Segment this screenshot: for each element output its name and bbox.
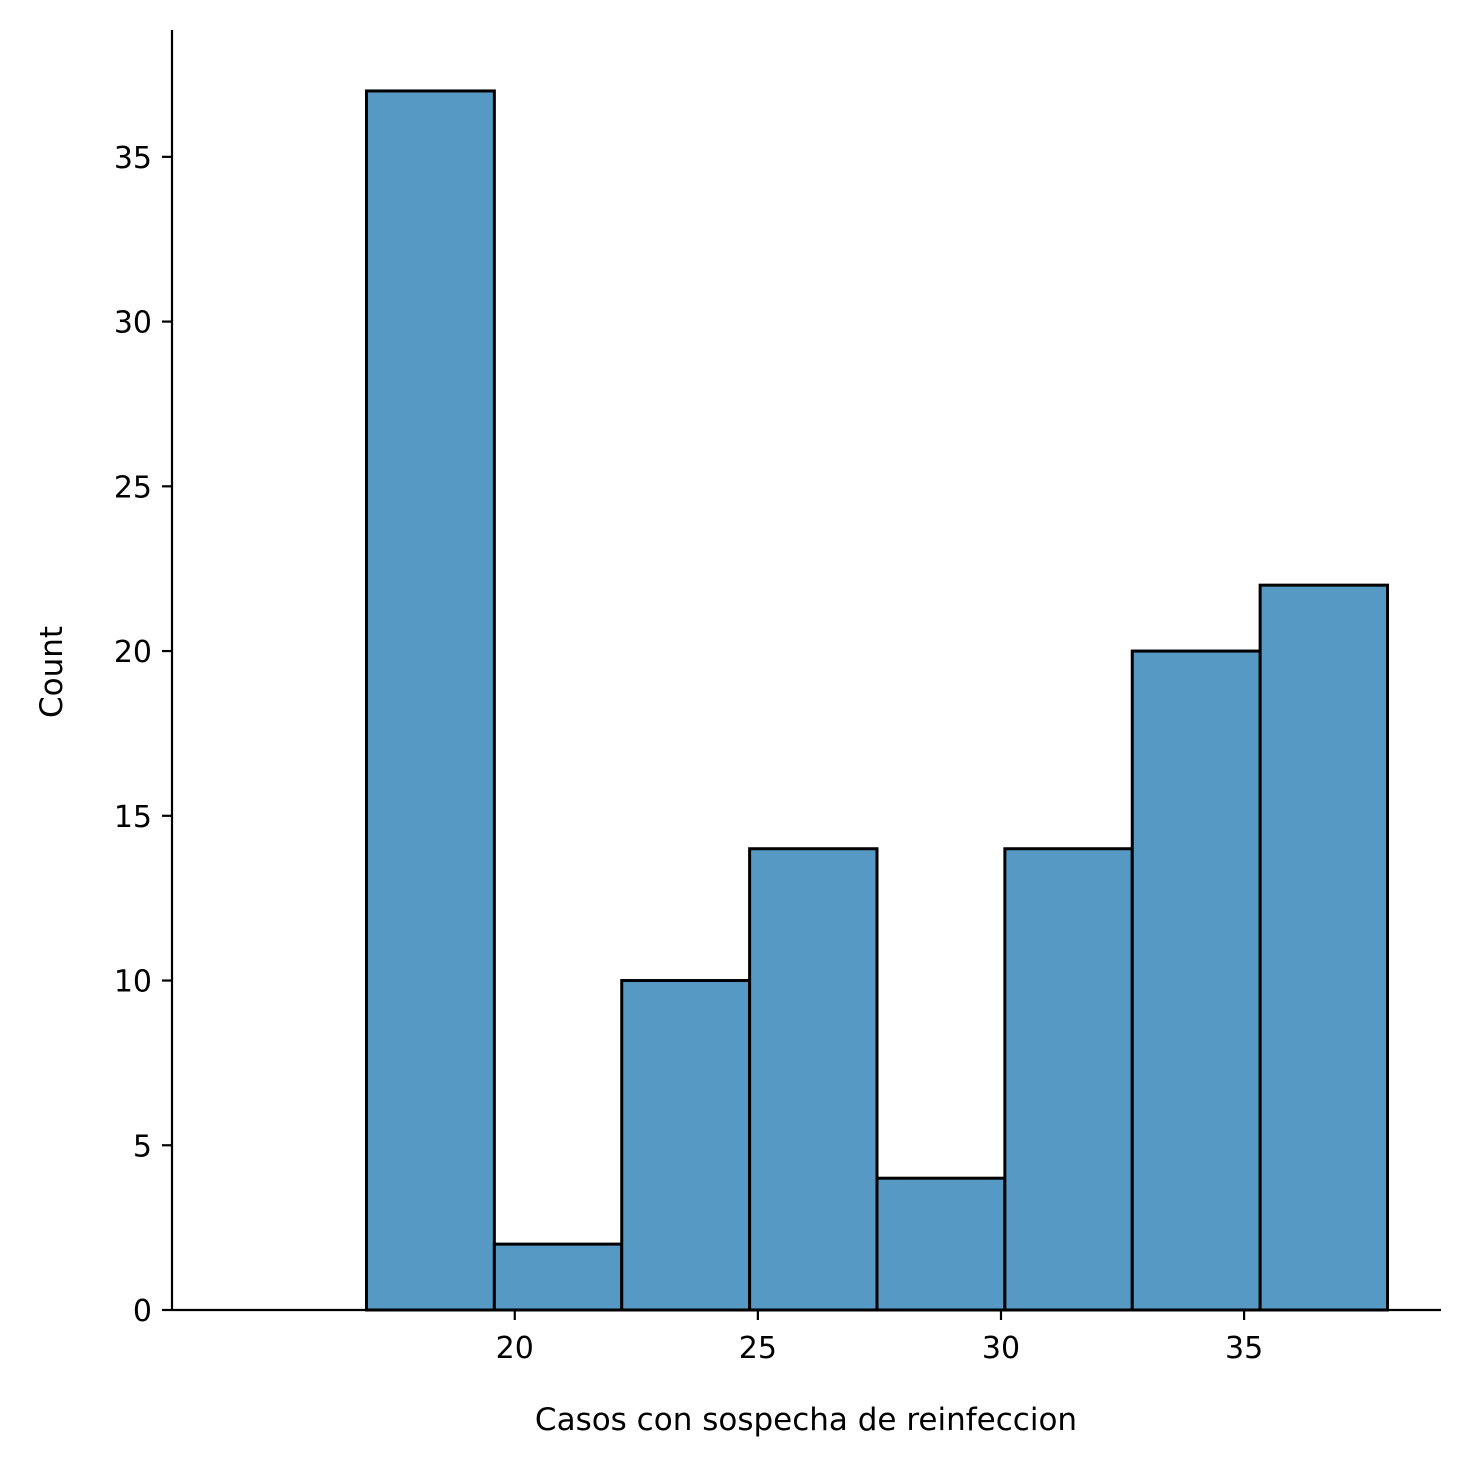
x-tick-label: 25 <box>739 1331 777 1366</box>
y-tick-label: 20 <box>114 635 152 670</box>
y-tick-label: 35 <box>114 141 152 176</box>
y-tick-label: 0 <box>133 1294 152 1329</box>
histogram-bar-1 <box>364 89 496 1312</box>
histogram-bar-3 <box>620 979 752 1312</box>
histogram-bar-7 <box>1130 649 1262 1312</box>
histogram-bar-2 <box>492 1242 624 1312</box>
y-tick-label: 15 <box>114 800 152 835</box>
histogram-bar-4 <box>748 847 879 1312</box>
histogram-bar-6 <box>1003 847 1134 1312</box>
x-axis-ticks: 20 25 30 35 <box>496 1310 1263 1366</box>
x-axis-label: Casos con sospecha de reinfeccion <box>535 1402 1077 1438</box>
x-tick-label: 20 <box>496 1331 534 1366</box>
y-tick-label: 10 <box>114 965 152 1000</box>
histogram-bar-8 <box>1258 583 1390 1312</box>
y-tick-label: 25 <box>114 470 152 505</box>
y-tick-label: 5 <box>133 1129 152 1164</box>
y-axis-label: Count <box>34 626 70 718</box>
x-tick-label: 30 <box>982 1331 1020 1366</box>
bars-group <box>364 89 1390 1312</box>
y-axis-ticks: 0 5 10 15 20 25 30 35 <box>114 141 172 1329</box>
y-tick-label: 30 <box>114 306 152 341</box>
histogram-bar-5 <box>875 1176 1007 1312</box>
x-tick-label: 35 <box>1225 1331 1263 1366</box>
